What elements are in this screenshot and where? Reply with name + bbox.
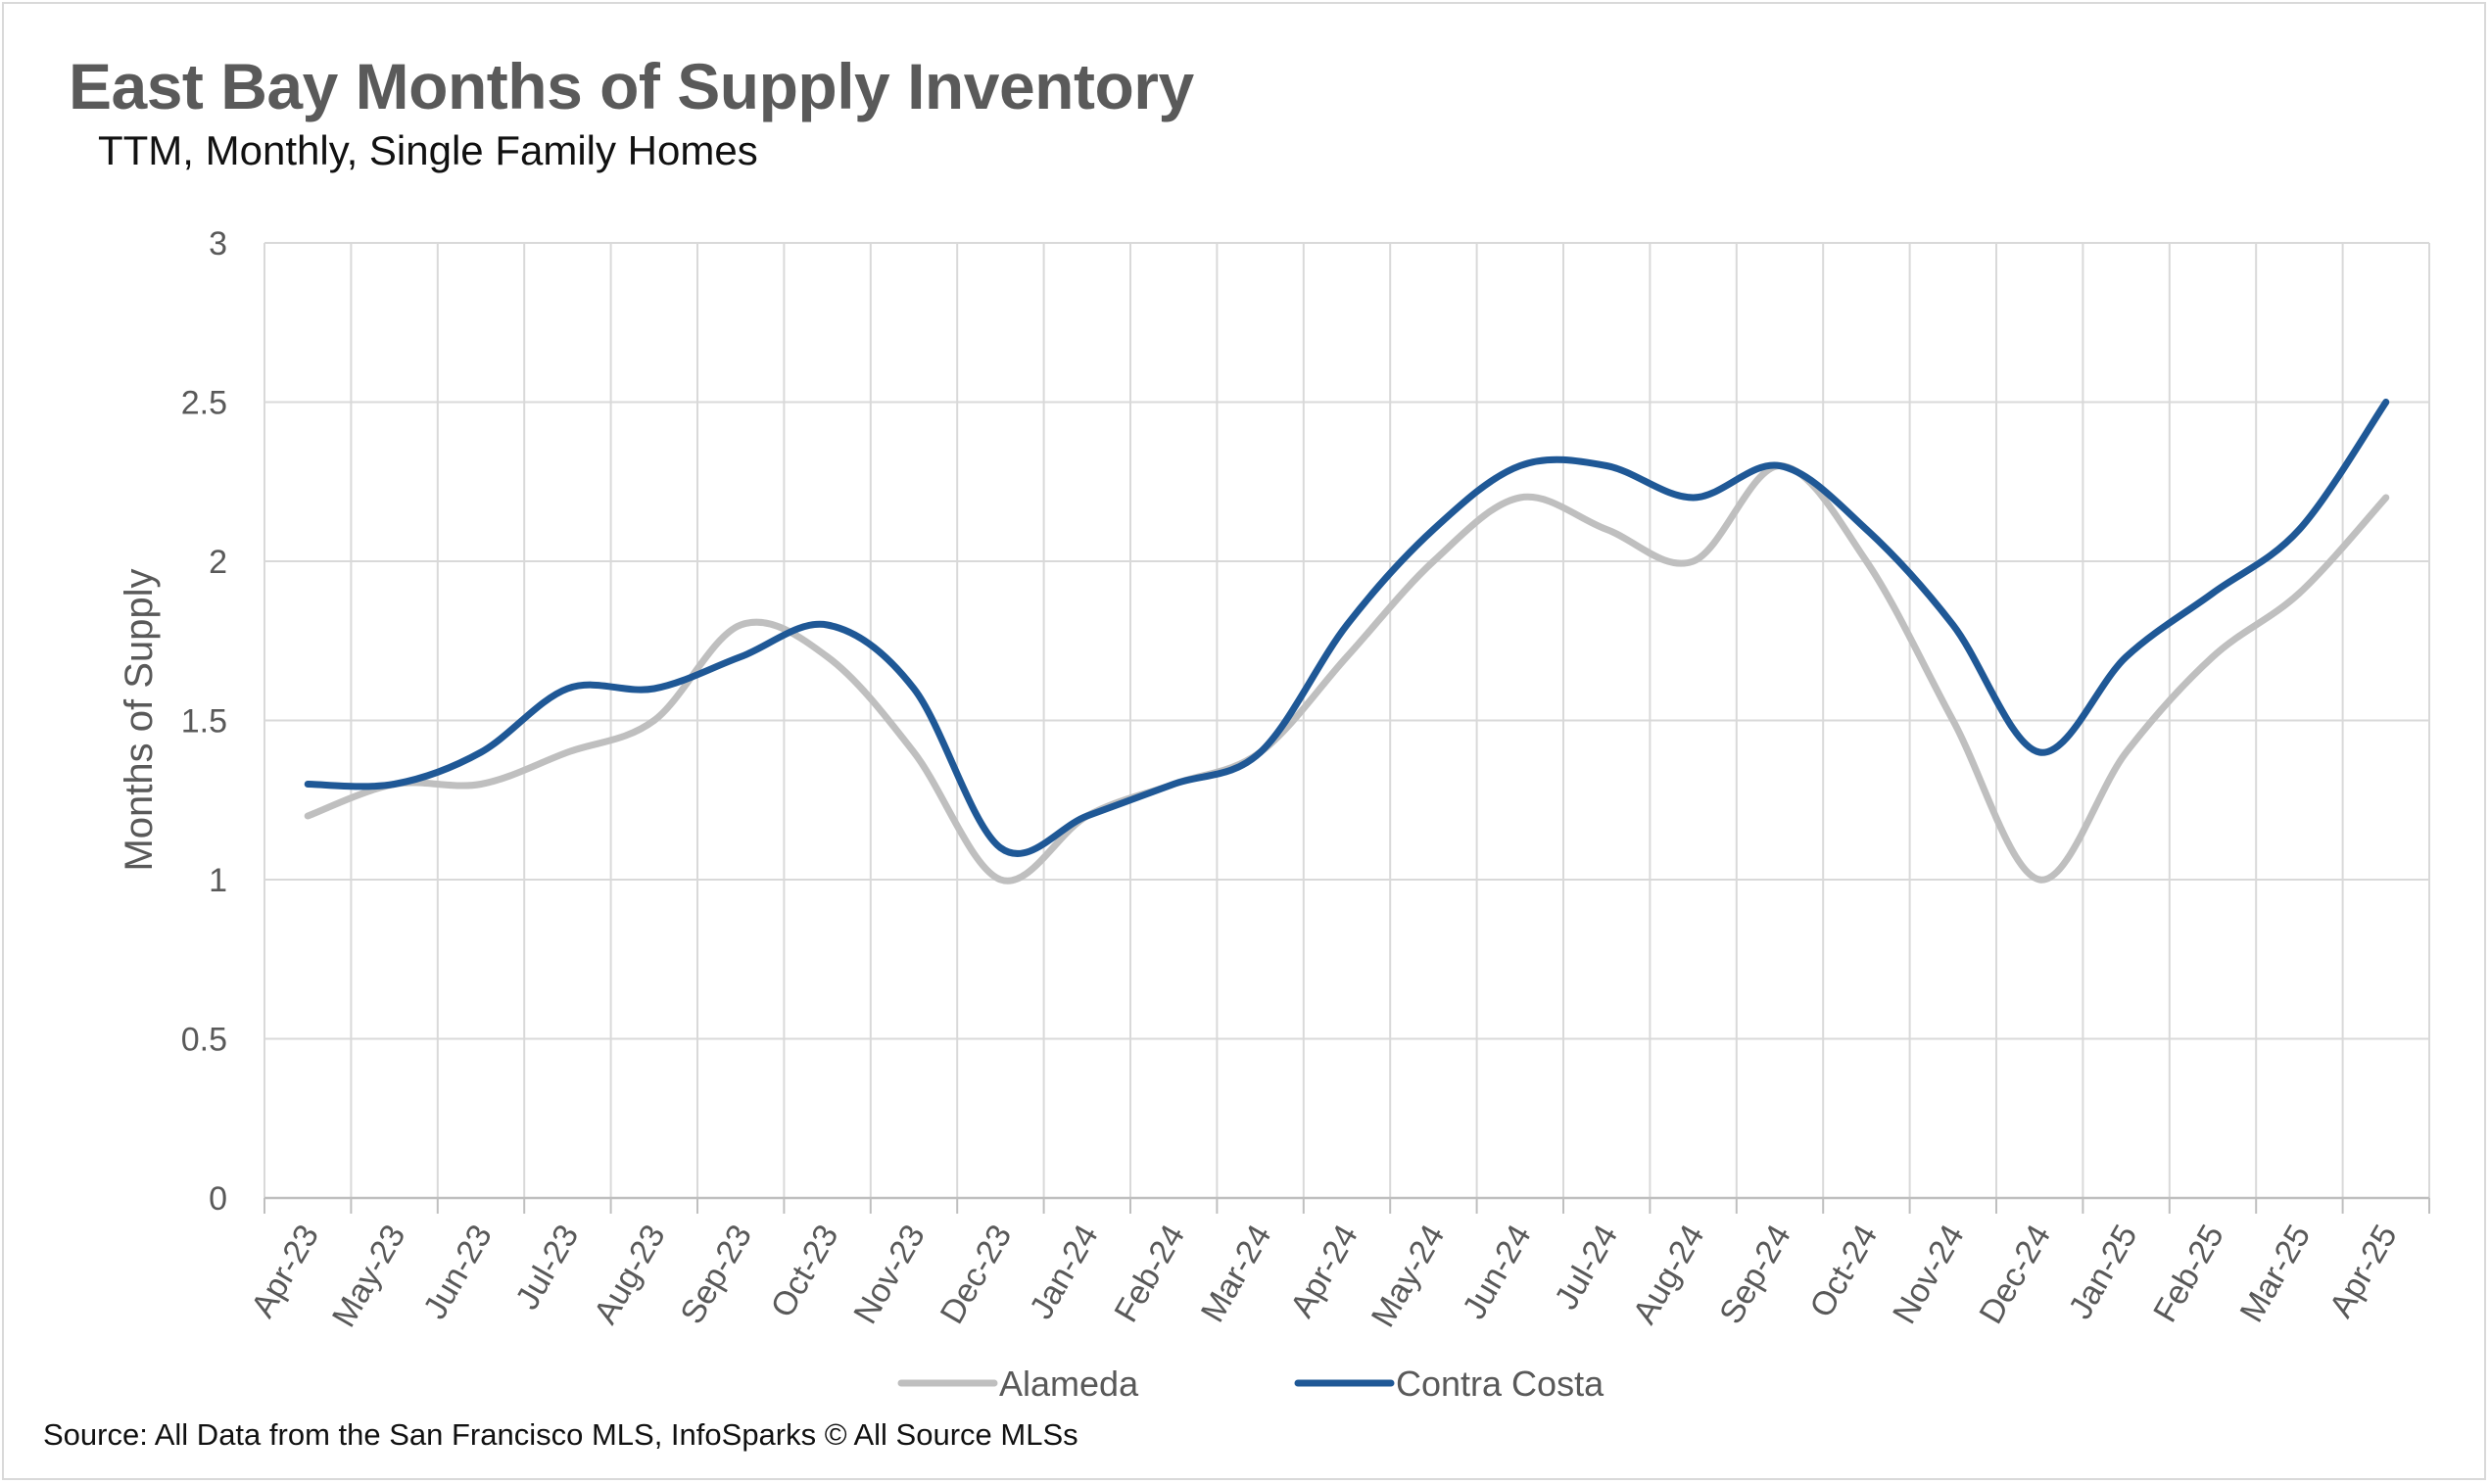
legend-label-contra-costa: Contra Costa (1396, 1364, 1604, 1404)
y-tick-label: 1.5 (181, 703, 227, 741)
x-tick-label: Mar-25 (2233, 1219, 2319, 1328)
x-tick-label: Aug-23 (587, 1219, 673, 1330)
x-tick-label: Aug-24 (1626, 1219, 1712, 1330)
x-tick-label: Jun-24 (1456, 1219, 1539, 1325)
chart-title: East Bay Months of Supply Inventory (69, 50, 1194, 122)
x-tick-label: Jul-24 (1548, 1219, 1625, 1316)
legend-label-alameda: Alameda (999, 1364, 1139, 1404)
series-line-alameda (304, 462, 2390, 885)
y-tick-label: 0 (209, 1180, 227, 1218)
y-tick-label: 1 (209, 862, 227, 899)
y-tick-label: 2.5 (181, 385, 227, 422)
x-tick-label: Sep-23 (673, 1219, 759, 1330)
x-tick-label: Jan-24 (1023, 1219, 1106, 1325)
y-tick-label: 0.5 (181, 1022, 227, 1059)
x-tick-label: Jan-25 (2062, 1219, 2145, 1325)
x-tick-label: Apr-24 (1283, 1219, 1365, 1323)
axes (263, 1196, 2430, 1214)
y-axis-label: Months of Supply (118, 568, 161, 871)
x-tick-label: Feb-25 (2146, 1219, 2231, 1328)
x-tick-label: Nov-23 (846, 1219, 933, 1330)
x-tick-label: May-23 (325, 1219, 413, 1333)
x-tick-label: Oct-23 (764, 1219, 846, 1323)
x-tick-label: Jul-23 (508, 1219, 586, 1316)
series-lines (304, 399, 2390, 885)
chart-subtitle: TTM, Monthly, Single Family Homes (98, 127, 758, 173)
x-tick-label: Dec-24 (1972, 1219, 2058, 1330)
y-tick-label: 2 (209, 544, 227, 581)
x-tick-label: Dec-23 (934, 1219, 1020, 1330)
x-tick-label: Sep-24 (1712, 1219, 1798, 1330)
series-line-contra-costa (304, 399, 2390, 857)
x-tick-label: May-24 (1365, 1219, 1453, 1333)
x-tick-label: Oct-24 (1802, 1219, 1885, 1323)
x-tick-label: Jun-23 (416, 1219, 500, 1325)
y-tick-label: 3 (209, 225, 227, 263)
legend: Alameda Contra Costa (897, 1364, 1604, 1404)
grid (263, 242, 2430, 1199)
x-tick-label: Apr-25 (2322, 1219, 2405, 1323)
x-tick-label: Apr-23 (244, 1219, 326, 1323)
x-tick-label: Mar-24 (1194, 1219, 1279, 1328)
x-tick-label: Feb-24 (1107, 1219, 1192, 1328)
x-tick-label: Nov-24 (1886, 1219, 1972, 1330)
source-note: Source: All Data from the San Francisco … (43, 1417, 1078, 1452)
